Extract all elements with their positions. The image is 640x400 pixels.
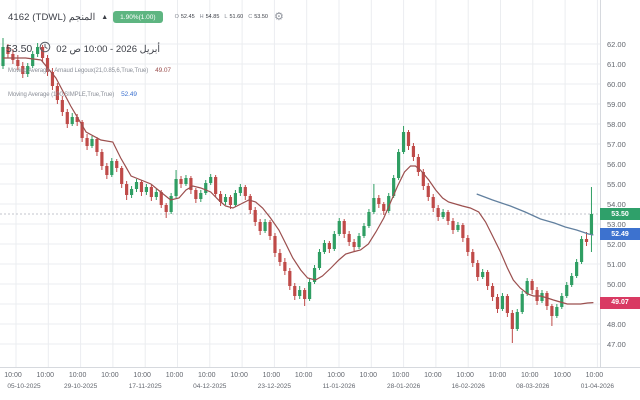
indicator-alma-label: Moving Average - Arnaud Legoux(21,0.85,6… [8, 68, 149, 74]
time-axis-date-label: 05-10-2025 [7, 383, 41, 390]
price-axis-label: 55.00 [607, 179, 626, 189]
indicator-row-alma[interactable]: Moving Average - Arnaud Legoux(21,0.85,6… [8, 67, 171, 74]
change-badge: 1.90%(1.00) [113, 11, 163, 23]
price-axis-badge: 53.50 [600, 208, 640, 220]
price-axis-label: 47.00 [607, 339, 626, 349]
time-axis-date-label: 08-03-2026 [516, 383, 550, 390]
ohlc-open-value: 52.45 [180, 14, 195, 20]
price-axis-label: 62.00 [607, 39, 626, 49]
chart-header: 4162 (TDWL) المنجم ▲ 1.90%(1.00) O 52.45… [8, 11, 284, 23]
price-axis-label: 53.00 [607, 219, 626, 229]
time-axis-time-label: 10:00 [456, 372, 474, 379]
price-axis-label: 60.00 [607, 79, 626, 89]
time-axis[interactable]: 10:00 10:00 10:00 10:00 10:00 10:00 10:00 10:00… [0, 367, 640, 400]
indicator-row-sma[interactable]: Moving Average (100,SIMPLE,True,True) 52.… [8, 91, 137, 98]
time-axis-time-label: 10:00 [553, 372, 571, 379]
ohlc-high-value: 54.85 [205, 14, 220, 20]
indicator-alma-value: 49.07 [155, 67, 171, 74]
ohlc-low-value: 51.60 [229, 14, 244, 20]
price-axis-label: 61.00 [607, 59, 626, 69]
time-axis-time-label: 10:00 [521, 372, 539, 379]
time-axis-date-label: 11-01-2026 [322, 383, 356, 390]
price-axis-label: 58.00 [607, 119, 626, 129]
ohlc-high-label: H [199, 14, 204, 20]
price-axis-badge: 49.07 [600, 296, 640, 309]
price-axis-label: 57.00 [607, 139, 626, 149]
time-axis-time-label: 10:00 [359, 372, 378, 379]
time-axis-time-label: 10:00 [585, 372, 604, 379]
price-axis-label: 51.00 [607, 259, 626, 269]
time-axis-date-label: 04-12-2025 [193, 383, 227, 390]
up-arrow-icon: ▲ [101, 13, 109, 21]
clock-icon [39, 40, 51, 58]
indicator-sma-value: 52.49 [121, 91, 137, 98]
time-axis-date-label: 16-02-2026 [451, 383, 485, 390]
time-axis-time-label: 10:00 [294, 372, 313, 379]
last-price-readout: 53.50 [6, 43, 33, 55]
price-axis-badge: 52.49 [600, 228, 640, 241]
ohlc-close-value: 53.50 [254, 14, 268, 20]
gear-icon[interactable]: ⚙ [273, 10, 284, 23]
price-axis-label: 59.00 [607, 99, 626, 109]
time-axis-time-label: 10:00 [391, 372, 410, 379]
ohlc-readout: O 52.45 H 54.85 L 51.60 C 53.50 [170, 14, 268, 20]
time-axis-time-label: 10:00 [327, 372, 345, 379]
indicator-sma-label: Moving Average (100,SIMPLE,True,True) [8, 92, 115, 98]
datetime-readout: أبريل 2026 - 10:00 ص 02 [56, 43, 161, 55]
time-axis-time-label: 10:00 [36, 372, 55, 379]
ohlc-low-label: L [224, 14, 228, 20]
price-axis-label: 56.00 [607, 159, 626, 169]
time-axis-time-label: 10:00 [4, 372, 22, 379]
time-axis-time-label: 10:00 [198, 372, 216, 379]
time-axis-time-label: 10:00 [262, 372, 281, 379]
time-axis-date-label: 01-04-2026 [580, 383, 615, 390]
data-window: 53.50 أبريل 2026 - 10:00 ص 02 [6, 40, 160, 58]
symbol-title: 4162 (TDWL) المنجم [8, 11, 96, 23]
price-axis[interactable]: 62.00 61.00 60.00 59.00 58.00 57.00 56.00 55.00… [600, 0, 640, 367]
price-axis-label: 54.00 [607, 199, 626, 209]
ohlc-close-label: C [248, 14, 253, 20]
time-axis-time-label: 10:00 [68, 372, 87, 379]
time-axis-date-label: 17-11-2025 [128, 383, 162, 390]
time-axis-time-label: 10:00 [230, 372, 248, 379]
time-axis-time-label: 10:00 [424, 372, 442, 379]
time-axis-time-label: 10:00 [488, 372, 507, 379]
time-axis-time-label: 10:00 [165, 372, 184, 379]
time-axis-date-label: 28-01-2026 [386, 383, 421, 390]
time-axis-time-label: 10:00 [133, 372, 151, 379]
time-axis-date-label: 29-10-2025 [63, 383, 98, 390]
price-axis-label: 48.00 [607, 319, 626, 329]
ohlc-open-label: O [174, 14, 179, 20]
time-axis-time-label: 10:00 [101, 372, 119, 379]
price-axis-label: 52.00 [607, 239, 626, 249]
time-axis-date-label: 23-12-2025 [257, 383, 292, 390]
price-axis-label: 50.00 [607, 279, 626, 289]
